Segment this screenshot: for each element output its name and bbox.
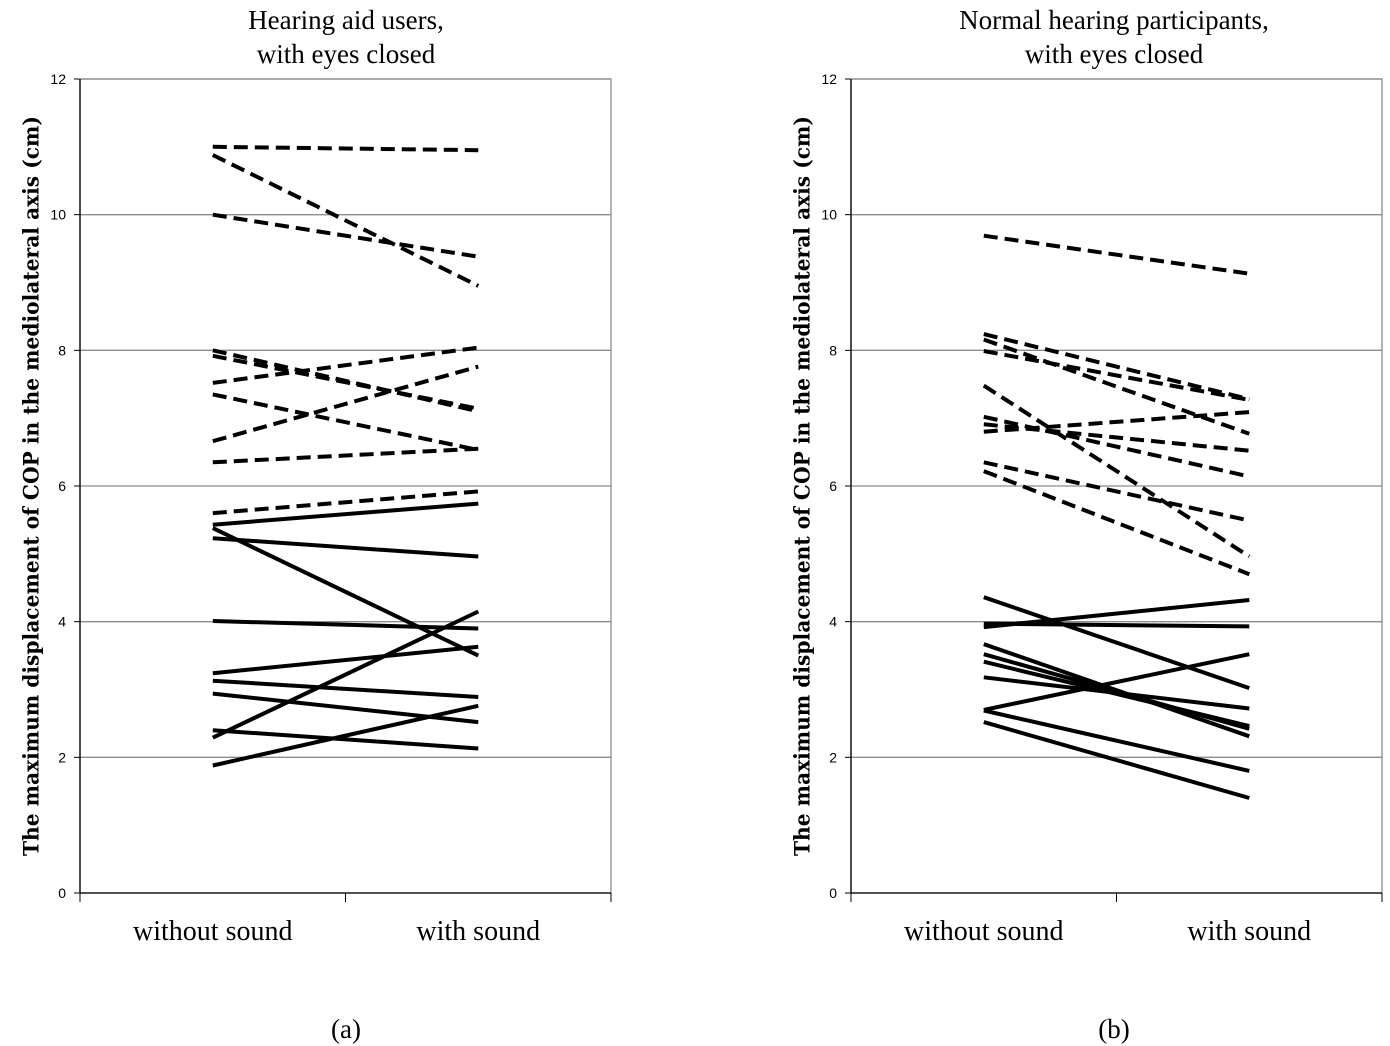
- series-line-solid-15: [212, 644, 479, 676]
- panel-caption: (b): [1098, 1014, 1129, 1044]
- y-tick-label: 2: [58, 749, 66, 765]
- series-line-solid-13: [983, 598, 1250, 630]
- y-tick-label: 4: [829, 614, 837, 630]
- series-line-dashed-9: [983, 460, 1250, 523]
- series-line-dashed-2: [211, 153, 480, 288]
- series-line-solid-19: [211, 609, 480, 740]
- chart-title-line-1: Hearing aid users,: [248, 5, 444, 35]
- series-line-solid-18: [212, 728, 479, 751]
- y-tick-label: 8: [829, 342, 837, 358]
- y-tick-label: 10: [821, 207, 837, 223]
- chart-title-line-2: with eyes closed: [257, 39, 436, 69]
- series-line-dashed-1: [983, 233, 1250, 276]
- series-line-dashed-5: [212, 353, 479, 411]
- series-line-solid-19: [983, 708, 1250, 773]
- y-axis-label: The maximum displacement of COP in the m…: [19, 116, 44, 856]
- panel-caption: (a): [331, 1014, 361, 1044]
- y-tick-label: 4: [58, 614, 66, 630]
- series-line-dashed-3: [212, 212, 479, 259]
- x-category-label: without sound: [133, 916, 292, 947]
- series-line-solid-13: [212, 536, 479, 559]
- y-tick-label: 6: [58, 478, 66, 494]
- y-tick-label: 6: [829, 478, 837, 494]
- y-tick-label: 2: [829, 749, 837, 765]
- chart-title-line-2: with eyes closed: [1025, 39, 1204, 69]
- series-line-dashed-6: [983, 414, 1250, 479]
- series-line-dashed-4: [983, 349, 1250, 402]
- series-line-dashed-10: [983, 469, 1251, 577]
- chart-title-line-1: Normal hearing participants,: [959, 5, 1269, 35]
- x-category-label: with sound: [1187, 916, 1311, 947]
- series-line-solid-11: [212, 501, 479, 527]
- series-line-dashed-10: [212, 489, 479, 516]
- series-line-solid-20: [983, 720, 1250, 800]
- series-line-solid-20: [212, 703, 479, 768]
- chart-panel-a: Hearing aid users, with eyes closed 0 2 4 6 8 1…: [19, 5, 612, 1044]
- series-line-solid-16: [212, 678, 479, 699]
- series-line-solid-11: [983, 595, 1250, 690]
- series-line-dashed-7: [212, 392, 479, 452]
- series-line-dashed-6: [212, 345, 479, 385]
- y-tick-label: 10: [50, 207, 66, 223]
- series-line-dashed-8: [983, 410, 1250, 434]
- y-tick-label: 8: [58, 342, 66, 358]
- series-line-solid-14: [212, 619, 479, 631]
- series-line-dashed-1: [212, 144, 479, 153]
- series-line-dashed-5: [982, 383, 1251, 559]
- series-line-dashed-3: [983, 337, 1250, 436]
- y-tick-label: 0: [829, 885, 837, 901]
- y-tick-label: 12: [50, 71, 66, 87]
- series-line-dashed-9: [212, 446, 479, 465]
- y-tick-label: 12: [821, 71, 837, 87]
- y-axis-label: The maximum displacement of COP in the m…: [790, 116, 815, 856]
- y-tick-label: 0: [58, 885, 66, 901]
- series-line-dashed-2: [983, 332, 1250, 402]
- series-line-dashed-8: [212, 364, 479, 444]
- x-category-label: without sound: [904, 916, 1063, 947]
- series-line-solid-18: [983, 652, 1250, 712]
- x-category-label: with sound: [416, 916, 540, 947]
- series-line-solid-17: [983, 675, 1250, 711]
- chart-panel-b: Normal hearing participants, with eyes cl…: [790, 5, 1383, 1044]
